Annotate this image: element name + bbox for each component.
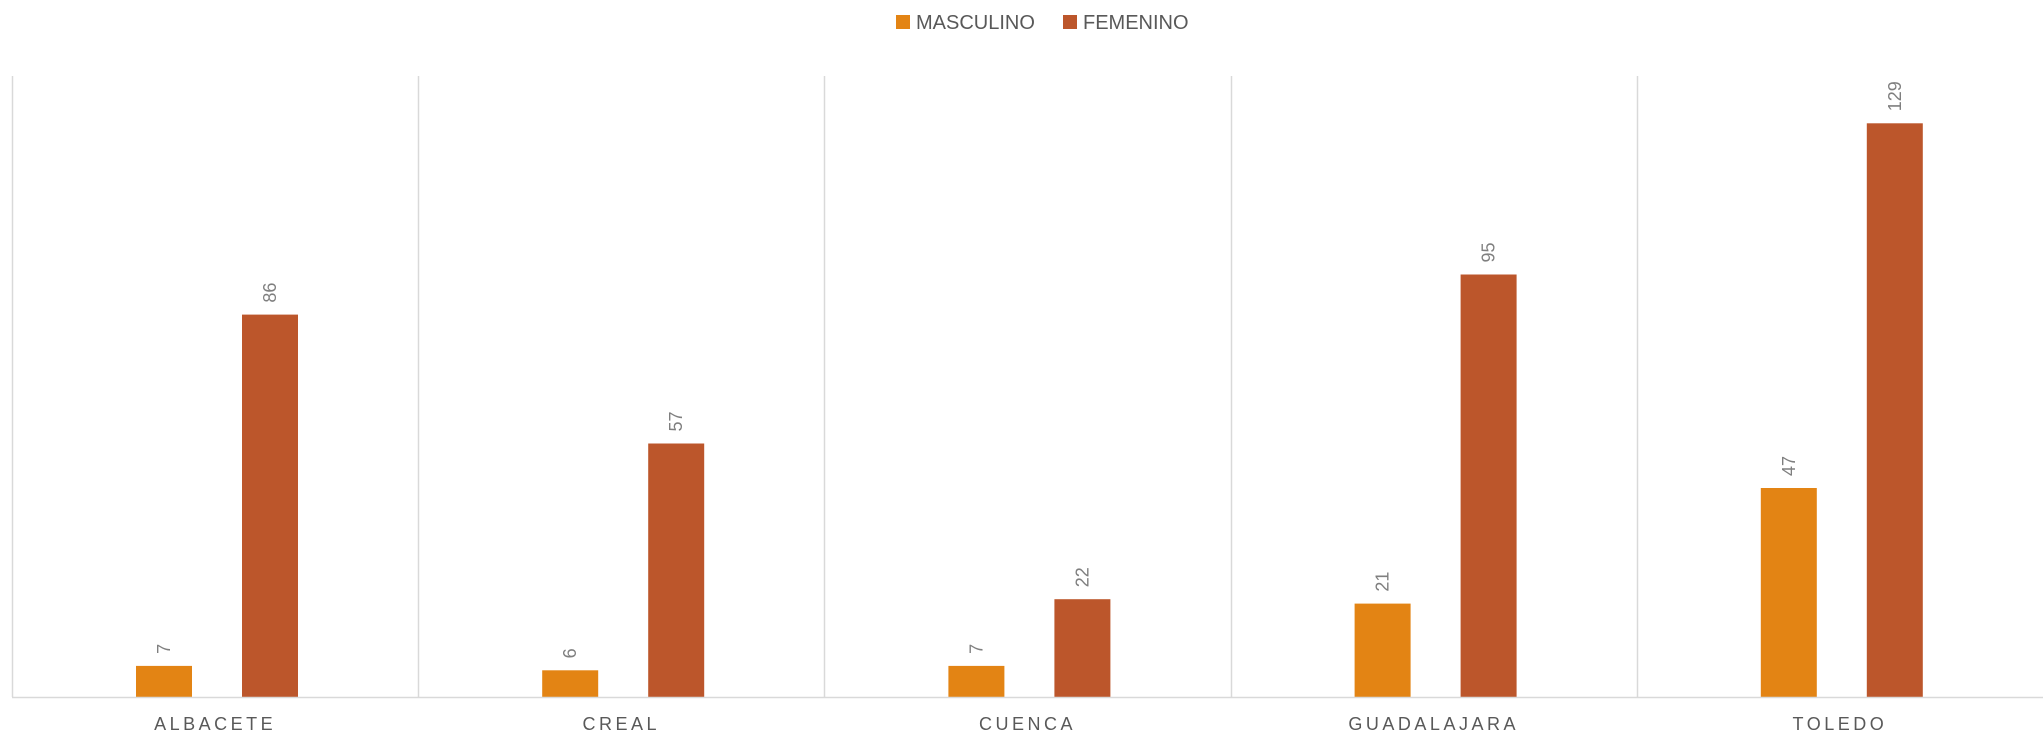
data-label: 21 bbox=[1373, 572, 1393, 592]
bars bbox=[136, 123, 1923, 698]
data-label: 86 bbox=[260, 283, 280, 303]
data-label: 95 bbox=[1479, 242, 1499, 262]
category-label: CUENCA bbox=[979, 714, 1076, 734]
category-label: TOLEDO bbox=[1793, 714, 1888, 734]
bar-masculino bbox=[136, 665, 192, 697]
bar-masculino bbox=[1354, 603, 1411, 697]
category-label: CREAL bbox=[583, 714, 661, 734]
legend: MASCULINO FEMENINO bbox=[896, 12, 1189, 34]
data-label: 129 bbox=[1885, 81, 1905, 111]
legend-item-masculino: MASCULINO bbox=[896, 12, 1035, 34]
legend-label-femenino: FEMENINO bbox=[1083, 12, 1189, 34]
bar-masculino bbox=[542, 670, 599, 697]
bar-femenino bbox=[1054, 599, 1111, 697]
data-label: 47 bbox=[1779, 456, 1799, 476]
legend-item-femenino: FEMENINO bbox=[1063, 12, 1189, 34]
bar-femenino bbox=[1460, 274, 1517, 697]
category-labels: ALBACETE CREAL CUENCA GUADALAJARA TOLEDO bbox=[154, 714, 1888, 734]
category-label: GUADALAJARA bbox=[1348, 714, 1519, 734]
data-label: 7 bbox=[966, 644, 986, 654]
data-label: 6 bbox=[560, 648, 580, 658]
data-label: 7 bbox=[154, 644, 174, 654]
bar-masculino bbox=[948, 665, 1005, 697]
data-label: 57 bbox=[666, 411, 686, 431]
category-gridlines bbox=[11, 76, 1639, 697]
bar-femenino bbox=[242, 314, 298, 697]
bar-masculino bbox=[1760, 488, 1817, 697]
legend-label-masculino: MASCULINO bbox=[916, 12, 1035, 34]
legend-swatch-femenino bbox=[1063, 15, 1077, 29]
data-label: 22 bbox=[1072, 567, 1092, 587]
bar-femenino bbox=[648, 443, 705, 697]
bar-femenino bbox=[1866, 123, 1923, 698]
data-labels: 7 86 6 57 7 22 21 95 47 129 bbox=[154, 81, 1905, 658]
legend-swatch-masculino bbox=[896, 15, 910, 29]
category-label: ALBACETE bbox=[154, 714, 276, 734]
